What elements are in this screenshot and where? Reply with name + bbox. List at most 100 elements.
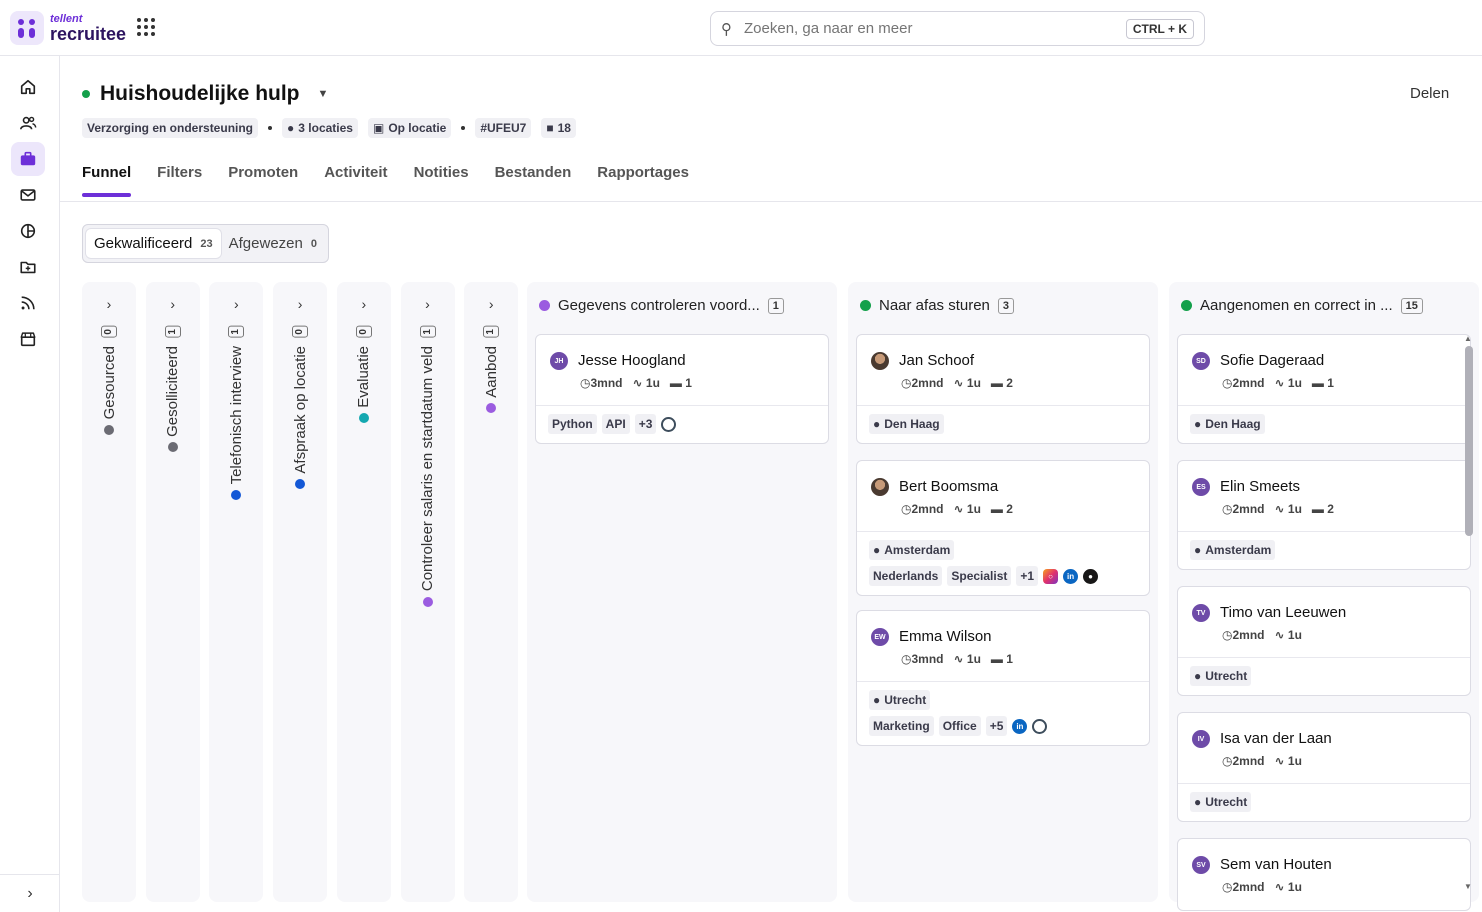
expand-chevron-icon[interactable]: › — [488, 296, 494, 312]
scroll-up-arrow-icon[interactable]: ▲ — [1464, 334, 1472, 343]
mail-icon[interactable] — [11, 178, 45, 212]
folder-icon[interactable] — [11, 250, 45, 284]
stage-color-dot — [1181, 300, 1192, 311]
candidate-card[interactable]: SD Sofie Dageraad ◷2mnd ∿ 1u ▬ 1 ● Den Haag — [1177, 334, 1471, 444]
clock-icon: ◷ — [901, 502, 912, 516]
apps-grid-icon[interactable] — [137, 18, 155, 36]
comment-icon: ▬ — [990, 376, 1003, 390]
candidate-age: ◷2mnd — [901, 376, 944, 390]
location-pin-icon: ● — [1194, 543, 1202, 557]
collapsed-stage-column[interactable]: › 1 Gesolliciteerd — [145, 282, 200, 902]
candidate-avatar: ES — [1192, 478, 1210, 496]
candidate-card[interactable]: SV Sem van Houten ◷2mnd ∿ 1u — [1177, 838, 1471, 911]
tab-promoten[interactable]: Promoten — [228, 164, 299, 181]
collapsed-stage-column[interactable]: › 0 Gesourced — [82, 282, 136, 902]
globe-icon[interactable] — [661, 416, 677, 432]
stage-column: Aangenomen en correct in ... 15 SD Sofie Da… — [1169, 282, 1479, 911]
candidate-card[interactable]: Jan Schoof ◷2mnd ∿ 1u ▬ 2 ● Den Haag — [856, 334, 1150, 444]
scrollbar-thumb[interactable] — [1465, 346, 1473, 536]
collapsed-stage-column[interactable]: › 1 Controleer salaris en startdatum veld — [400, 282, 455, 902]
tab-filters[interactable]: Filters — [157, 164, 203, 181]
clock-icon: ◷ — [901, 376, 912, 390]
skill-tag: Marketing — [869, 716, 934, 736]
candidate-card[interactable]: ES Elin Smeets ◷2mnd ∿ 1u ▬ 2 ● Amsterdam — [1177, 460, 1471, 570]
github-icon[interactable]: ● — [1083, 568, 1099, 584]
collapsed-stage-column[interactable]: › 0 Evaluatie — [336, 282, 391, 902]
rejected-toggle-button[interactable]: Afgewezen 0 — [228, 235, 317, 252]
candidate-name[interactable]: Elin Smeets — [1220, 478, 1301, 495]
activity-icon: ∿ — [1274, 628, 1285, 642]
candidate-avatar: IV — [1192, 730, 1210, 748]
search-input[interactable] — [744, 20, 1126, 37]
expand-chevron-icon[interactable]: › — [297, 296, 303, 312]
location-tag: ● Utrecht — [869, 690, 931, 710]
expand-chevron-icon[interactable]: › — [106, 296, 112, 312]
main-content: Huishoudelijke hulp ▼ Delen Verzorging e… — [60, 56, 1482, 912]
reports-pie-icon[interactable] — [11, 214, 45, 248]
sidebar-expand-chevron-icon[interactable]: › — [0, 874, 60, 912]
feed-icon[interactable] — [11, 286, 45, 320]
global-search[interactable]: ⚲ CTRL + K — [710, 11, 1205, 46]
candidate-comments: ▬ 1 — [1311, 376, 1334, 390]
candidate-card[interactable]: Bert Boomsma ◷2mnd ∿ 1u ▬ 2 ● Amsterdam Nederl… — [856, 460, 1150, 596]
location-pin-icon: ● — [873, 417, 881, 431]
candidate-comments: ▬ 2 — [1311, 502, 1334, 516]
globe-icon[interactable] — [1032, 718, 1048, 734]
recruitee-logo[interactable]: tellent recruitee — [10, 11, 126, 45]
candidate-name[interactable]: Jan Schoof — [899, 352, 975, 369]
tab-rapportages[interactable]: Rapportages — [597, 164, 689, 181]
candidate-name[interactable]: Bert Boomsma — [899, 478, 999, 495]
expand-chevron-icon[interactable]: › — [361, 296, 367, 312]
stage-count: 1 — [483, 326, 500, 338]
skill-tag: +1 — [1016, 566, 1039, 586]
location-tag: ● Den Haag — [1190, 414, 1265, 434]
candidate-name[interactable]: Isa van der Laan — [1220, 730, 1332, 747]
expand-chevron-icon[interactable]: › — [425, 296, 430, 312]
job-switch-caret-icon[interactable]: ▼ — [317, 88, 329, 100]
qualified-rejected-toggle: Gekwalificeerd 23 Afgewezen 0 — [82, 224, 329, 263]
share-button[interactable]: Delen — [1410, 85, 1450, 102]
qualified-toggle-button[interactable]: Gekwalificeerd 23 — [86, 229, 221, 258]
job-openings-chip: ■ 18 — [541, 118, 576, 138]
stage-label: Gesolliciteerd — [164, 345, 182, 437]
comment-icon: ▬ — [990, 502, 1003, 516]
jobs-briefcase-icon[interactable] — [11, 142, 45, 176]
candidate-name[interactable]: Jesse Hoogland — [578, 352, 686, 369]
candidate-name[interactable]: Sem van Houten — [1220, 856, 1332, 873]
candidate-avatar: TV — [1192, 604, 1210, 622]
job-locations-chip[interactable]: ● 3 locaties — [282, 118, 358, 138]
collapsed-stage-column[interactable]: › 0 Afspraak op locatie — [273, 282, 328, 902]
briefcase-small-icon: ■ — [546, 121, 554, 135]
stage-count: 3 — [997, 297, 1015, 314]
candidate-name[interactable]: Sofie Dageraad — [1220, 352, 1325, 369]
clock-icon: ◷ — [901, 652, 912, 666]
candidate-name[interactable]: Timo van Leeuwen — [1220, 604, 1347, 621]
collapsed-stage-column[interactable]: › 1 Telefonisch interview — [209, 282, 264, 902]
candidate-card[interactable]: TV Timo van Leeuwen ◷2mnd ∿ 1u ● Utrecht — [1177, 586, 1471, 696]
candidate-card[interactable]: EW Emma Wilson ◷3mnd ∿ 1u ▬ 1 ● Utrecht Marketi… — [856, 610, 1150, 746]
stage-color-dot — [295, 479, 306, 490]
comment-icon: ▬ — [1311, 502, 1324, 516]
stage-title: Naar afas sturen — [879, 297, 990, 314]
candidate-activity: ∿ 1u — [1274, 880, 1302, 894]
expand-chevron-icon[interactable]: › — [234, 296, 239, 312]
tab-bestanden[interactable]: Bestanden — [494, 164, 572, 181]
tab-activiteit[interactable]: Activiteit — [324, 164, 388, 181]
tab-notities[interactable]: Notities — [413, 164, 469, 181]
candidate-activity: ∿ 1u — [953, 376, 981, 390]
collapsed-stage-column[interactable]: › 1 Aanbod — [464, 282, 519, 902]
linkedin-icon[interactable]: in — [1063, 568, 1079, 584]
linkedin-icon[interactable]: in — [1012, 718, 1028, 734]
candidate-name[interactable]: Emma Wilson — [899, 628, 992, 645]
tab-funnel[interactable]: Funnel — [82, 164, 132, 197]
candidate-card[interactable]: IV Isa van der Laan ◷2mnd ∿ 1u ● Utrecht — [1177, 712, 1471, 822]
candidates-icon[interactable] — [11, 106, 45, 140]
location-tag: ● Amsterdam — [1190, 540, 1276, 560]
store-icon[interactable] — [11, 322, 45, 356]
instagram-icon[interactable]: ○ — [1043, 568, 1059, 584]
candidate-card[interactable]: JH Jesse Hoogland ◷3mnd ∿ 1u ▬ 1 Python API +3 — [535, 334, 829, 444]
expand-chevron-icon[interactable]: › — [170, 296, 176, 312]
job-category-chip: Verzorging en ondersteuning — [82, 118, 259, 138]
home-icon[interactable] — [11, 70, 45, 104]
scroll-down-arrow-icon[interactable]: ▼ — [1464, 882, 1472, 891]
